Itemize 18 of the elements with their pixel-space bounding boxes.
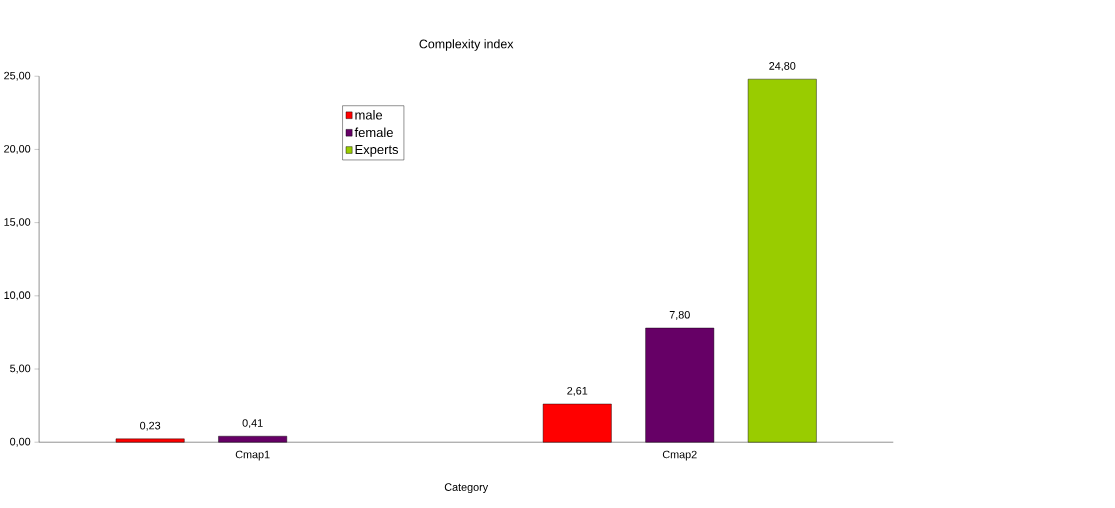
data-label: 0,23 (140, 421, 161, 431)
y-tick-label: 15,00 (4, 218, 31, 227)
data-label: 2,61 (567, 386, 588, 396)
y-tick-label: 5,00 (10, 364, 31, 374)
x-tick-label: Cmap2 (662, 450, 697, 461)
y-tick-label: 10,00 (4, 291, 31, 301)
y-tick-label: 20,00 (4, 144, 31, 154)
legend-label: male (355, 109, 383, 120)
data-label: 7,80 (669, 310, 690, 320)
x-axis-title: Category (444, 483, 489, 493)
y-tick-label: 0,00 (10, 437, 31, 447)
chart-title: Complexity index (419, 39, 514, 51)
x-tick-label: Cmap1 (235, 450, 270, 461)
legend-label: Experts (355, 144, 399, 157)
y-tick-label: 25,00 (4, 71, 31, 81)
legend-label: female (354, 127, 393, 137)
data-label: 0,41 (242, 419, 263, 428)
data-label: 24,80 (769, 61, 796, 71)
